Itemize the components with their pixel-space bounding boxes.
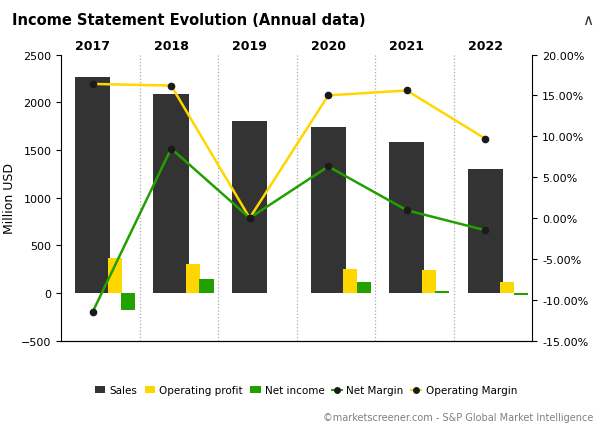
Text: 2020: 2020 — [311, 40, 346, 52]
Line: Operating Margin: Operating Margin — [92, 85, 485, 219]
Text: Income Statement Evolution (Annual data): Income Statement Evolution (Annual data) — [12, 13, 366, 28]
Line: Net Margin: Net Margin — [92, 149, 485, 312]
Net Margin — [89, 310, 96, 315]
Operating Margin — [89, 82, 96, 87]
Text: 2018: 2018 — [154, 40, 188, 52]
Operating Margin — [403, 89, 411, 94]
Net Margin — [168, 147, 175, 152]
Operating Margin — [246, 216, 253, 221]
Bar — [108, 258, 122, 293]
Net Margin — [246, 216, 253, 221]
Bar — [435, 291, 449, 293]
Bar — [154, 95, 189, 293]
Operating Margin — [168, 84, 175, 89]
Text: 2022: 2022 — [468, 40, 503, 52]
Bar — [75, 78, 110, 293]
Text: ©marketscreener.com - S&P Global Market Intelligence: ©marketscreener.com - S&P Global Market … — [323, 412, 594, 422]
Bar — [186, 264, 200, 293]
Bar — [200, 279, 214, 293]
Y-axis label: Million USD: Million USD — [2, 163, 15, 233]
Bar — [310, 127, 346, 293]
Text: ∧: ∧ — [583, 13, 594, 28]
Bar — [389, 142, 425, 293]
Bar — [232, 122, 267, 293]
Net Margin — [324, 164, 332, 170]
Net Margin — [403, 208, 411, 213]
Bar — [121, 293, 135, 310]
Text: 2019: 2019 — [233, 40, 267, 52]
Text: 2021: 2021 — [389, 40, 424, 52]
Bar — [468, 169, 503, 293]
Legend: Sales, Operating profit, Net income, Net Margin, Operating Margin: Sales, Operating profit, Net income, Net… — [91, 381, 521, 400]
Bar — [422, 271, 436, 293]
Bar — [343, 270, 357, 293]
Bar — [500, 282, 514, 293]
Operating Margin — [324, 94, 332, 99]
Text: 2017: 2017 — [75, 40, 110, 52]
Operating Margin — [482, 137, 489, 142]
Bar — [357, 283, 371, 293]
Bar — [513, 293, 528, 296]
Net Margin — [482, 228, 489, 233]
